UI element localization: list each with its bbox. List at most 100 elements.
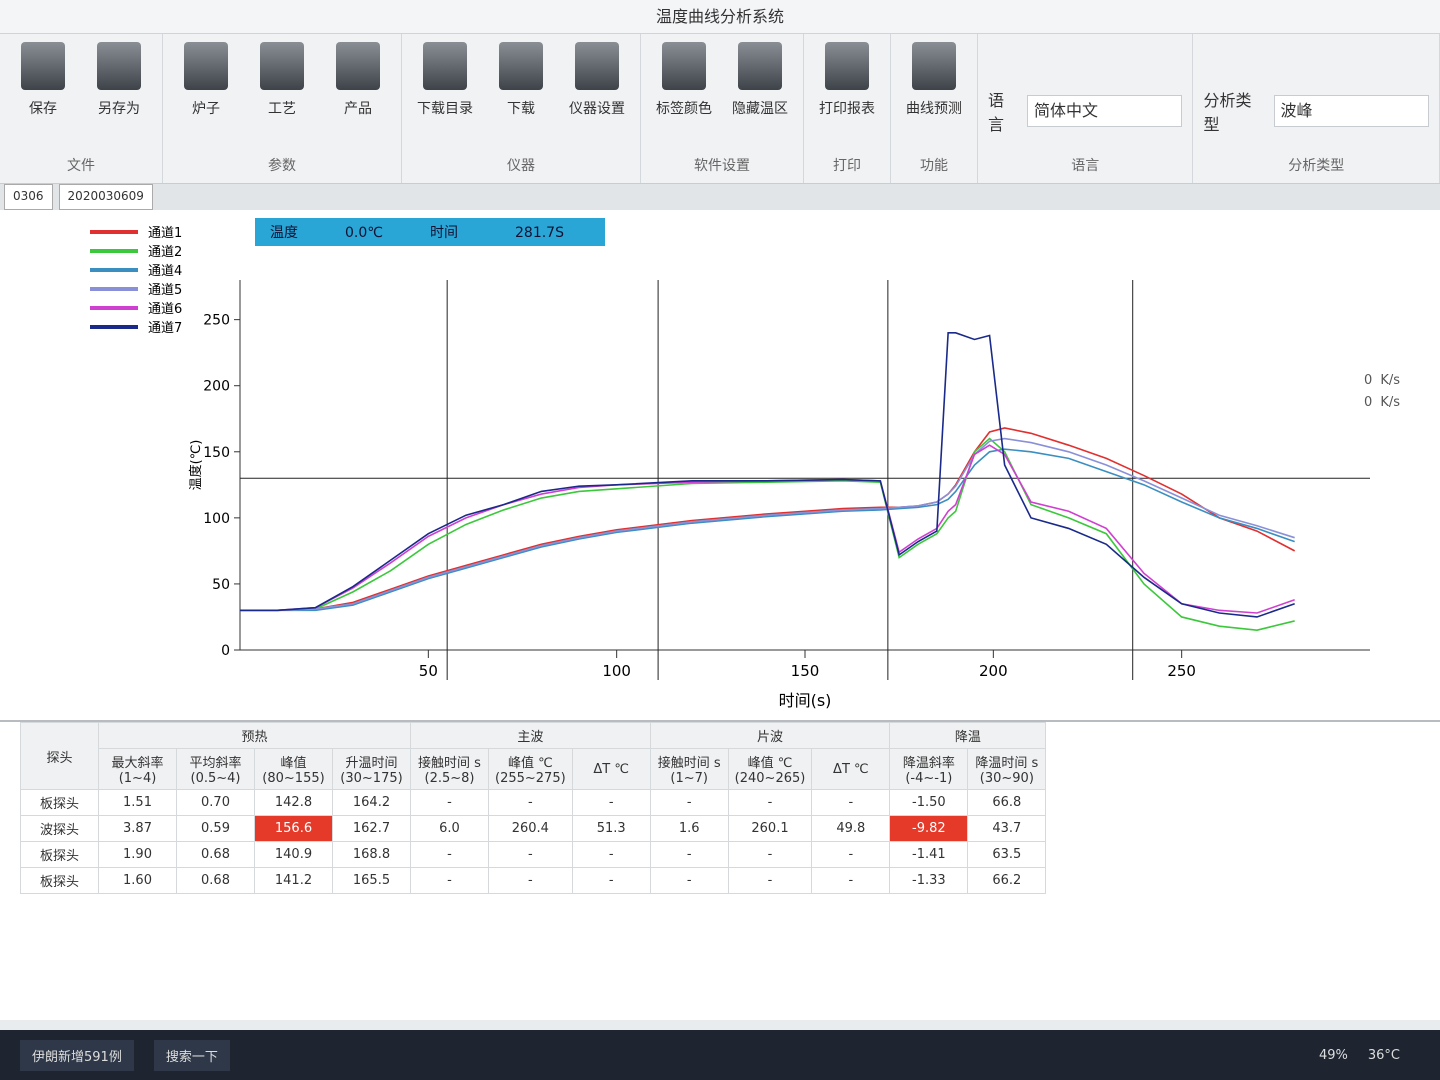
button-label: 下载目录 <box>417 101 473 117</box>
column-range: (30~175) <box>340 771 403 786</box>
news-button[interactable]: 伊朗新增591例 <box>20 1039 134 1071</box>
column-header: ΔT ℃ <box>811 748 891 790</box>
button-icon <box>662 42 706 90</box>
data-cell: -1.33 <box>889 867 969 894</box>
data-cell: - <box>727 867 813 894</box>
rate-value: 0 <box>1364 395 1373 410</box>
column-range: (1~4) <box>118 771 157 786</box>
column-range: (240~265) <box>734 771 806 786</box>
button-label: 保存 <box>29 101 57 117</box>
data-cell: - <box>410 841 489 868</box>
rate-widget: 0 K/s 0 K/s <box>1364 370 1400 414</box>
data-cell: - <box>811 841 891 868</box>
data-cell: 0.59 <box>176 815 255 842</box>
ribbon-button[interactable]: 下载目录 <box>412 42 478 155</box>
battery: 49% <box>1318 1047 1348 1063</box>
data-cell: 43.7 <box>967 815 1047 842</box>
data-cell: 3.87 <box>98 815 177 842</box>
ribbon-button[interactable]: 另存为 <box>86 42 152 155</box>
data-cell: - <box>410 867 489 894</box>
button-icon <box>97 42 141 90</box>
column-header: 降温时间 s (30~90) <box>967 748 1047 790</box>
button-icon <box>21 42 65 90</box>
select-box[interactable]: 波峰 <box>1273 94 1429 127</box>
data-cell: 165.5 <box>332 867 411 894</box>
tab[interactable]: 2020030609 <box>58 184 153 210</box>
select-box[interactable]: 简体中文 <box>1027 94 1183 127</box>
data-cell: 164.2 <box>332 789 411 816</box>
column-name: 降温斜率 <box>902 756 955 771</box>
column-name: 升温时间 <box>345 756 398 771</box>
group-header: 预热 <box>98 722 411 749</box>
ribbon-button[interactable]: 曲线预测 <box>901 42 967 155</box>
data-cell: - <box>727 789 813 816</box>
ribbon-group: 炉子 工艺 产品 参数 <box>163 34 402 183</box>
series-line <box>240 437 1295 631</box>
ribbon-button[interactable]: 产品 <box>325 42 391 155</box>
group-label: 分析类型 <box>1288 158 1345 174</box>
cursor-text: 温度 <box>270 225 298 241</box>
ribbon-group: 下载目录 下载 仪器设置 仪器 <box>402 34 641 183</box>
column-range: (2.5~8) <box>424 771 475 786</box>
data-cell: 63.5 <box>967 841 1047 868</box>
data-cell: 1.60 <box>98 867 177 894</box>
y-tick-label: 250 <box>203 313 230 329</box>
column-header: 峰值 (80~155) <box>254 748 333 790</box>
result-table: 探头 预热 主波 片波 降温 最大斜率 (1~4) 平均斜率 (0.5~4) 峰值 (80~155)… <box>20 722 1047 894</box>
rate-unit: K/s <box>1380 373 1400 388</box>
data-cell: - <box>727 841 813 868</box>
probe-cell: 板探头 <box>20 789 99 816</box>
search-button[interactable]: 搜索一下 <box>153 1039 230 1071</box>
group-header: 降温 <box>889 722 1047 749</box>
ribbon-button[interactable]: 仪器设置 <box>564 42 630 155</box>
ribbon-button[interactable]: 隐藏温区 <box>727 42 793 155</box>
ribbon-button[interactable]: 炉子 <box>173 42 239 155</box>
temperature: 36°C <box>1367 1047 1400 1063</box>
column-name: ΔT ℃ <box>593 761 629 777</box>
y-axis-label: 温度(℃) <box>188 440 204 491</box>
legend-label: 通道1 <box>148 226 182 241</box>
ribbon-button[interactable]: 工艺 <box>249 42 315 155</box>
header-row: 探头 预热 主波 片波 降温 <box>20 722 1047 790</box>
ribbon-button[interactable]: 打印报表 <box>814 42 880 155</box>
legend-label: 通道4 <box>148 264 182 279</box>
data-cell: 6.0 <box>410 815 489 842</box>
ribbon-button[interactable]: 保存 <box>10 42 76 155</box>
ribbon-group: 标签颜色 隐藏温区 软件设置 <box>641 34 804 183</box>
button-label: 工艺 <box>268 101 296 117</box>
button-icon <box>499 42 543 90</box>
header-row: 最大斜率 (1~4) 平均斜率 (0.5~4) 峰值 (80~155) 升温时间 (30~17… <box>21 748 1047 790</box>
data-cell: 142.8 <box>254 789 333 816</box>
legend-label: 通道6 <box>148 302 182 317</box>
data-cell: 1.6 <box>649 815 729 842</box>
ribbon-button[interactable]: 下载 <box>488 42 554 155</box>
taskbar: 伊朗新增591例 搜索一下 49% 36°C <box>0 1030 1440 1080</box>
data-cell: 66.8 <box>967 789 1047 816</box>
probe-cell: 波探头 <box>20 815 99 842</box>
data-cell: 0.68 <box>176 867 255 894</box>
tab-bar: 0306 2020030609 <box>0 184 1440 210</box>
data-cell: 0.70 <box>176 789 255 816</box>
column-range: (80~155) <box>262 771 325 786</box>
data-cell: -9.82 <box>889 815 969 842</box>
ribbon-button[interactable]: 标签颜色 <box>651 42 717 155</box>
data-cell: 156.6 <box>254 815 333 842</box>
button-icon <box>336 42 380 90</box>
series-line <box>240 448 1295 612</box>
data-cell: 0.68 <box>176 841 255 868</box>
legend-label: 通道2 <box>148 245 182 260</box>
column-name: 接触时间 s <box>418 756 481 771</box>
ribbon-group: 分析类型 波峰 分析类型 <box>1193 34 1440 183</box>
column-name: 最大斜率 <box>111 756 164 771</box>
column-range: (-4~-1) <box>905 771 953 786</box>
data-cell: - <box>488 789 573 816</box>
tab[interactable]: 0306 <box>4 184 53 210</box>
data-cell: 260.4 <box>488 815 573 842</box>
x-tick-label: 250 <box>1167 662 1196 680</box>
data-cell: 168.8 <box>332 841 411 868</box>
button-icon <box>738 42 782 90</box>
column-header: ΔT ℃ <box>571 748 651 790</box>
data-cell: 51.3 <box>571 815 651 842</box>
data-cell: - <box>811 867 891 894</box>
